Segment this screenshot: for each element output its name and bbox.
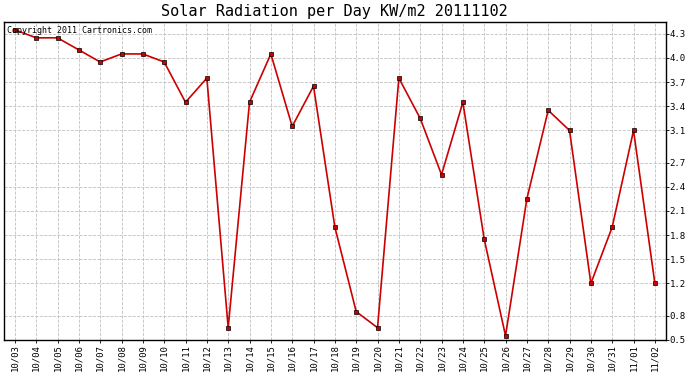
- Text: Copyright 2011 Cartronics.com: Copyright 2011 Cartronics.com: [8, 27, 152, 36]
- Title: Solar Radiation per Day KW/m2 20111102: Solar Radiation per Day KW/m2 20111102: [161, 4, 509, 19]
